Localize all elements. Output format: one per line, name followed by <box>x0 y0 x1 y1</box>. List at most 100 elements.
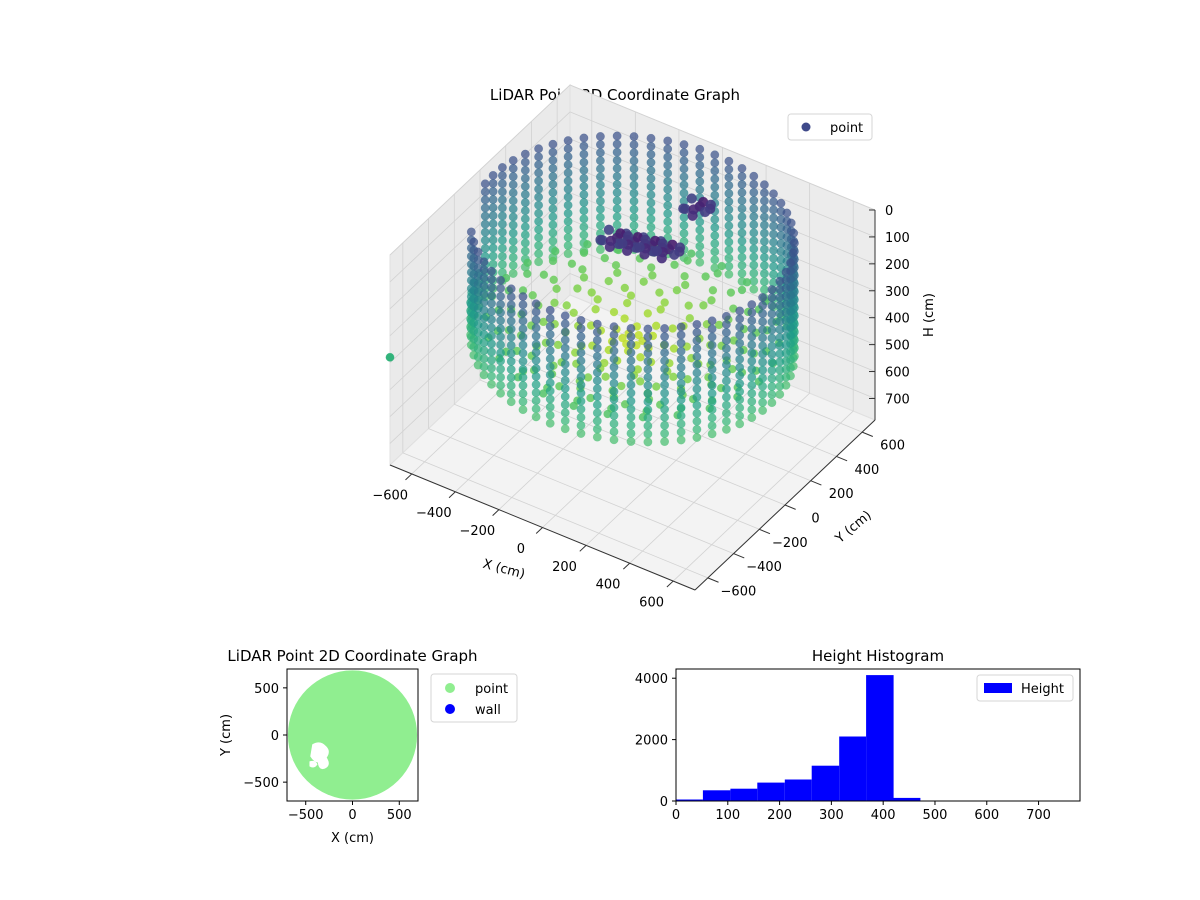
chart-3d-point <box>786 218 796 228</box>
chart-3d-point <box>545 386 555 396</box>
chart-3d-point <box>679 172 689 182</box>
chart-3d-point <box>737 212 747 222</box>
chart-3d-point <box>629 180 639 190</box>
chart-3d-point <box>609 411 619 421</box>
chart-3d-point <box>663 225 673 235</box>
chart-3d-gridline-y <box>505 355 811 482</box>
chart-3d-point <box>534 233 544 242</box>
chart-3d-point <box>721 336 731 345</box>
chart-3d-point <box>473 247 483 257</box>
chart-3d-point <box>656 305 665 314</box>
chart-3d-point <box>518 364 528 374</box>
chart-3d-point <box>466 227 476 237</box>
chart-3d-point <box>626 428 636 438</box>
chart-3d-point <box>767 349 777 359</box>
chart-3d-point <box>695 185 705 195</box>
chart-3d-point <box>695 257 705 267</box>
chart-3d-point <box>548 236 558 246</box>
chart-3d-point <box>563 200 573 210</box>
chart-3d-point <box>592 327 602 337</box>
chart-3d-point <box>545 402 555 412</box>
chart-2d-x-label: X (cm) <box>331 831 374 846</box>
chart-3d-point <box>579 165 589 175</box>
chart-3d-point <box>520 181 530 191</box>
chart-3d-point <box>629 204 639 214</box>
chart-3d-point <box>487 323 496 333</box>
chart-3d-point <box>520 157 530 167</box>
chart-3d-point <box>767 293 777 303</box>
chart-3d-point <box>497 219 507 229</box>
chart-3d-point <box>692 400 702 410</box>
chart-3d-point <box>749 244 759 254</box>
chart-3d-point <box>643 437 653 447</box>
chart-3d-point <box>775 349 785 359</box>
chart-3d-point <box>531 363 541 373</box>
chart-3d-point <box>646 174 656 184</box>
chart-3d-point <box>595 156 605 166</box>
chart-3d-x-label: X (cm) <box>481 557 526 583</box>
chart-3d-z-tick-label: 100 <box>885 231 910 246</box>
chart-3d-point <box>629 164 639 174</box>
chart-3d-point <box>508 204 518 214</box>
chart-3d-point <box>587 288 596 297</box>
chart-3d-point <box>534 216 544 226</box>
chart-3d-point <box>506 356 516 366</box>
chart-3d-point <box>724 197 734 207</box>
chart-3d-point <box>652 382 661 391</box>
chart-3d-point <box>646 222 656 232</box>
chart-3d-point <box>710 214 720 224</box>
chart-3d-point <box>560 343 570 353</box>
chart-3d-point <box>767 341 777 351</box>
chart-3d-point <box>747 364 757 374</box>
chart-3d-point <box>660 404 670 414</box>
chart-3d-point <box>629 212 639 222</box>
chart-3d-point <box>534 152 544 162</box>
chart-3d-point <box>758 309 768 319</box>
chart-2d-empty-region <box>317 755 329 770</box>
chart-3d-point <box>469 237 479 247</box>
chart-3d-point <box>497 195 507 205</box>
chart-3d-points <box>385 131 799 447</box>
chart-3d-point <box>618 333 627 343</box>
chart-3d-point <box>767 357 777 367</box>
chart-3d-point <box>692 384 702 394</box>
chart-3d-point <box>646 206 656 216</box>
histogram-legend-box <box>976 674 1074 702</box>
chart-3d-point <box>721 352 731 362</box>
chart-3d-point <box>518 324 528 334</box>
chart-3d-x-tick-label: 0 <box>517 542 525 557</box>
chart-3d-point <box>612 131 622 141</box>
chart-3d-point <box>737 285 747 295</box>
chart-3d-point <box>592 384 602 394</box>
chart-3d-point <box>769 237 778 247</box>
chart-3d-point <box>523 258 532 267</box>
histogram-x-tick-label: 600 <box>974 808 999 823</box>
chart-3d-point <box>545 370 555 380</box>
chart-3d-point <box>747 332 757 342</box>
chart-3d-point <box>676 435 686 445</box>
chart-3d-point <box>695 169 705 178</box>
chart-3d-point <box>737 196 747 206</box>
chart-3d-point <box>579 157 589 167</box>
chart-3d-z-tick-label: 600 <box>885 366 910 381</box>
histogram-legend: Height <box>976 674 1074 702</box>
chart-3d-z-tick-label: 700 <box>885 393 910 408</box>
chart-3d-point <box>789 228 799 238</box>
chart-3d-point <box>496 275 506 285</box>
chart-3d-point <box>497 171 507 181</box>
chart-3d-point <box>687 249 696 258</box>
chart-3d-point <box>643 429 653 439</box>
chart-3d-point <box>759 204 769 214</box>
chart-3d-point <box>679 156 689 166</box>
chart-2d-x-tick-label: 500 <box>387 808 412 823</box>
chart-3d-point <box>781 267 791 277</box>
chart-3d-point <box>592 319 602 329</box>
chart-3d-point <box>724 237 734 247</box>
chart-3d-point <box>769 229 778 239</box>
chart-3d-point <box>747 388 757 398</box>
chart-3d-point <box>767 325 777 335</box>
chart-3d-legend-marker <box>801 122 811 132</box>
chart-3d-point <box>563 249 573 259</box>
chart-3d-point <box>479 305 489 315</box>
chart-3d-x-tick <box>535 527 543 534</box>
